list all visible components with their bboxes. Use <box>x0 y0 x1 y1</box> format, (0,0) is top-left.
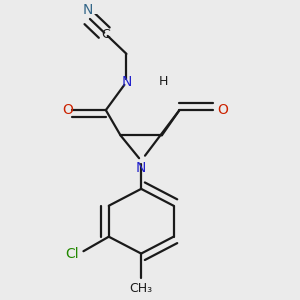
Text: O: O <box>62 103 73 117</box>
Text: O: O <box>218 103 229 117</box>
Text: CH₃: CH₃ <box>130 282 153 295</box>
Text: N: N <box>83 3 93 17</box>
Text: N: N <box>136 161 146 175</box>
Text: H: H <box>159 76 168 88</box>
Text: C: C <box>101 28 110 41</box>
Text: Cl: Cl <box>66 247 79 261</box>
Text: N: N <box>121 75 132 89</box>
